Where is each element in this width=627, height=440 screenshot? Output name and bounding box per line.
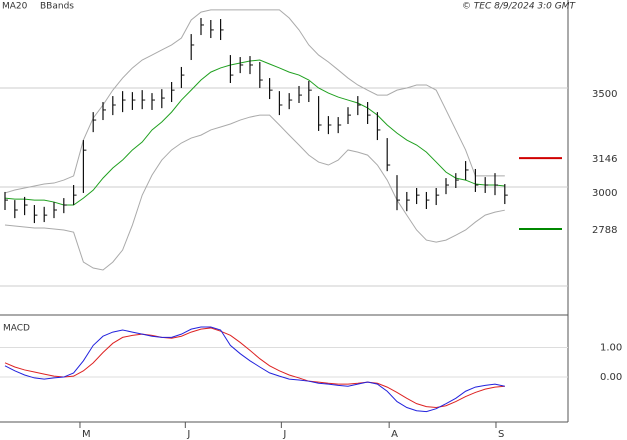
x-tick-label: J (282, 429, 286, 440)
x-tick-label: M (82, 429, 91, 440)
credit: © TEC 8/9/2024 3:0 GMT (462, 2, 577, 12)
bband-lower (4, 114, 505, 271)
x-tick-label: A (391, 429, 398, 440)
legend-ma20: MA20 (2, 2, 28, 12)
macd-tick-label: 1.00 (600, 342, 622, 353)
y-tick-label: 3000 (592, 188, 617, 199)
level-label: 2788 (592, 225, 617, 236)
macd-tick-label: 0.00 (600, 372, 622, 383)
level-label: 3146 (592, 154, 617, 165)
y-tick-label: 3500 (592, 89, 617, 100)
x-tick-label: S (498, 429, 504, 440)
bband-upper (4, 9, 505, 194)
macd-title: MACD (3, 324, 30, 334)
signal-line (4, 327, 505, 409)
macd-line (4, 326, 505, 413)
x-tick-label: J (186, 429, 190, 440)
legend-bbands: BBands (40, 2, 74, 12)
ma20-line (4, 59, 505, 206)
